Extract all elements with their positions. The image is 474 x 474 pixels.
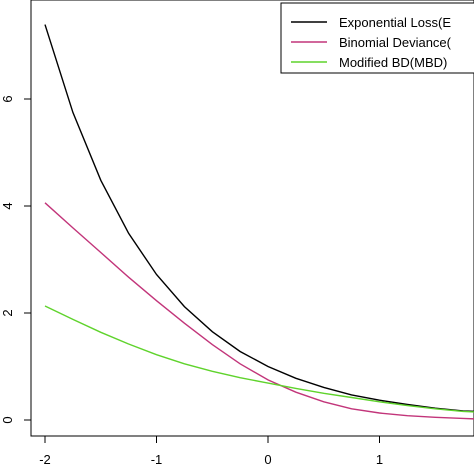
legend-box <box>280 2 474 74</box>
series-line <box>44 24 474 413</box>
series-line <box>44 305 474 413</box>
y-tick-label: 0 <box>0 416 15 423</box>
series-line <box>44 202 474 420</box>
legend: Exponential Loss(E Binomial Deviance( Modi… <box>280 2 474 74</box>
y-tick-label: 2 <box>0 309 15 316</box>
x-tick-label: 1 <box>376 452 383 467</box>
x-tick-label: -1 <box>151 452 163 467</box>
x-axis: -2 -1 0 1 <box>39 435 474 467</box>
legend-label: Exponential Loss(E <box>339 15 451 30</box>
legend-label: Binomial Deviance( <box>339 35 452 50</box>
y-axis: 0 2 4 6 <box>0 95 31 424</box>
series-lines <box>44 24 474 420</box>
x-tick-label: 0 <box>264 452 271 467</box>
y-tick-label: 6 <box>0 95 15 102</box>
legend-label: Modified BD(MBD) <box>339 55 447 70</box>
x-tick-label: -2 <box>39 452 51 467</box>
y-tick-label: 4 <box>0 202 15 209</box>
